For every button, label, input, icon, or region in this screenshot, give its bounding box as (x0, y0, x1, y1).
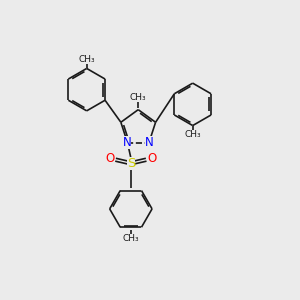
Text: CH₃: CH₃ (130, 93, 146, 102)
Text: N: N (145, 136, 154, 149)
Text: S: S (127, 157, 135, 170)
Text: N: N (122, 136, 131, 149)
Text: CH₃: CH₃ (122, 234, 139, 243)
Text: O: O (147, 152, 157, 165)
Text: CH₃: CH₃ (184, 130, 201, 139)
Text: O: O (105, 152, 114, 165)
Text: CH₃: CH₃ (78, 55, 95, 64)
